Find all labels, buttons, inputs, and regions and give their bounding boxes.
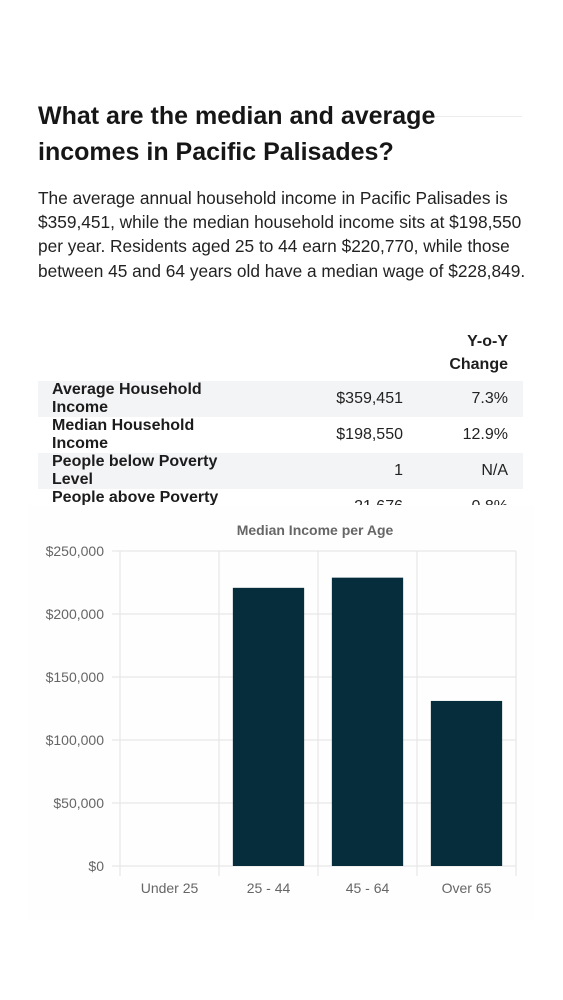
row-value: $359,451 [253, 381, 403, 417]
x-tick-label: 45 - 64 [346, 880, 390, 896]
chart-title: Median Income per Age [237, 522, 394, 538]
bar [331, 577, 404, 866]
row-change: 7.3% [403, 381, 523, 417]
x-tick-label: Under 25 [141, 880, 199, 896]
income-stats-table: Average Household Income $359,451 7.3% M… [38, 381, 523, 525]
row-change: 12.9% [462, 426, 508, 443]
table-row: Median Household Income $198,550 12.9% [38, 417, 523, 453]
x-tick-label: 25 - 44 [247, 880, 291, 896]
yoy-header-line1: Y-o-Y [467, 333, 508, 350]
y-tick-label: $0 [88, 858, 104, 874]
table-row: People below Poverty Level 1 N/A [38, 453, 523, 489]
y-tick-label: $250,000 [46, 543, 105, 559]
row-label: Average Household Income [38, 381, 253, 417]
y-tick-label: $150,000 [46, 669, 105, 685]
y-tick-label: $100,000 [46, 732, 105, 748]
bar [232, 587, 305, 866]
row-label: Median Household Income [52, 417, 195, 452]
row-value: 1 [253, 453, 403, 489]
row-change: N/A [403, 453, 523, 489]
income-summary-paragraph: The average annual household income in P… [38, 188, 526, 281]
table-row: Average Household Income $359,451 7.3% [38, 381, 523, 417]
bar [430, 700, 503, 866]
y-tick-label: $50,000 [53, 795, 104, 811]
row-value: $198,550 [336, 426, 403, 443]
page-heading: What are the median and average incomes … [38, 102, 436, 166]
yoy-header-line2: Change [449, 356, 508, 373]
row-label: People below Poverty Level [38, 453, 253, 489]
y-tick-label: $200,000 [46, 606, 105, 622]
heading-divider [434, 116, 522, 117]
yoy-change-header: Y-o-Y Change [449, 330, 508, 376]
x-tick-label: Over 65 [442, 880, 492, 896]
